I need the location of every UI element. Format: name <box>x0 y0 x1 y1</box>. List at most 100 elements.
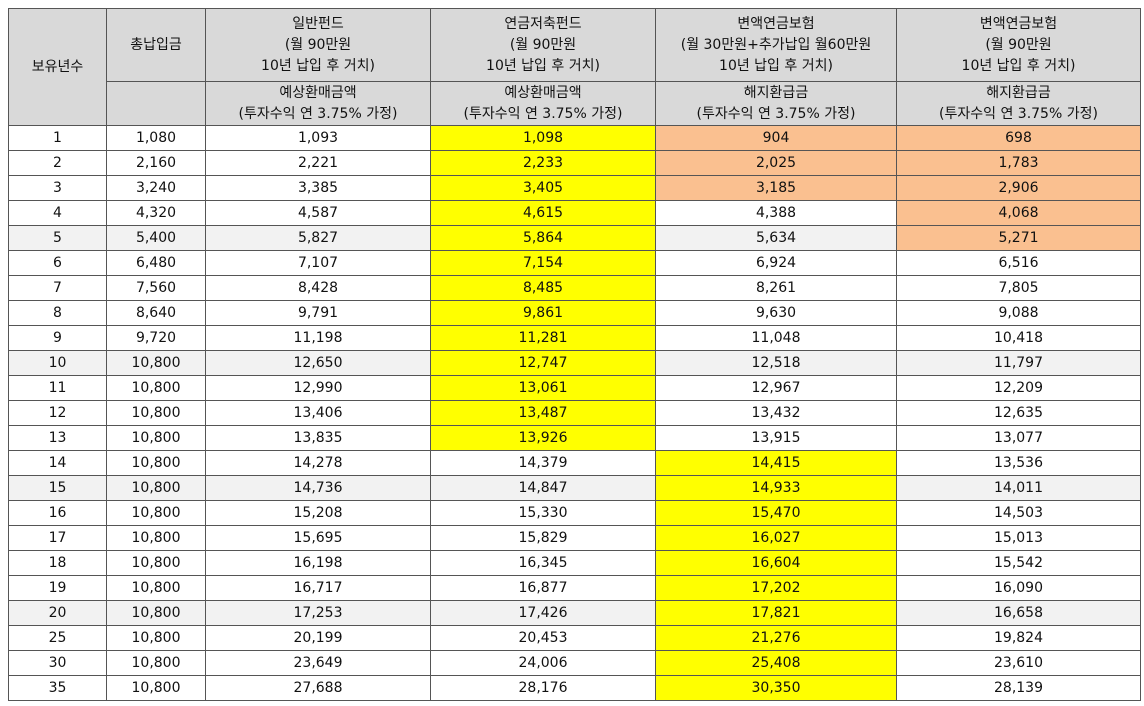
cell-years: 19 <box>8 575 107 601</box>
cell-variable-annuity-a: 6,924 <box>655 250 897 276</box>
cell-variable-annuity-a: 8,261 <box>655 275 897 301</box>
table-row: 19 10,800 16,717 16,877 17,202 16,090 <box>8 575 1141 601</box>
cell-total: 10,800 <box>106 675 206 701</box>
cell-pension-fund: 17,426 <box>430 600 656 626</box>
table-row: 15 10,800 14,736 14,847 14,933 14,011 <box>8 475 1141 501</box>
cell-years: 25 <box>8 625 107 651</box>
cell-variable-annuity-b: 5,271 <box>896 225 1141 251</box>
cell-pension-fund: 7,154 <box>430 250 656 276</box>
cell-total: 10,800 <box>106 625 206 651</box>
cell-pension-fund: 1,098 <box>430 125 656 151</box>
cell-fund: 16,198 <box>205 550 431 576</box>
subheader-variable-annuity-a: 해지환급금 (투자수익 연 3.75% 가정) <box>655 81 897 126</box>
cell-variable-annuity-b: 12,209 <box>896 375 1141 401</box>
table-row: 8 8,640 9,791 9,861 9,630 9,088 <box>8 300 1141 326</box>
table-row: 5 5,400 5,827 5,864 5,634 5,271 <box>8 225 1141 251</box>
cell-variable-annuity-b: 28,139 <box>896 675 1141 701</box>
cell-pension-fund: 13,487 <box>430 400 656 426</box>
cell-variable-annuity-b: 23,610 <box>896 650 1141 676</box>
table-body: 1 1,080 1,093 1,098 904 698 2 2,160 2,221 2,233 2,… <box>8 125 1141 701</box>
cell-years: 12 <box>8 400 107 426</box>
cell-variable-annuity-a: 16,027 <box>655 525 897 551</box>
cell-variable-annuity-b: 13,077 <box>896 425 1141 451</box>
cell-total: 4,320 <box>106 200 206 226</box>
table-row: 3 3,240 3,385 3,405 3,185 2,906 <box>8 175 1141 201</box>
cell-years: 30 <box>8 650 107 676</box>
cell-variable-annuity-a: 13,432 <box>655 400 897 426</box>
cell-pension-fund: 3,405 <box>430 175 656 201</box>
cell-fund: 27,688 <box>205 675 431 701</box>
table-row: 12 10,800 13,406 13,487 13,432 12,635 <box>8 400 1141 426</box>
cell-variable-annuity-a: 14,415 <box>655 450 897 476</box>
cell-years: 8 <box>8 300 107 326</box>
cell-pension-fund: 28,176 <box>430 675 656 701</box>
cell-variable-annuity-a: 13,915 <box>655 425 897 451</box>
cell-years: 13 <box>8 425 107 451</box>
cell-total: 10,800 <box>106 400 206 426</box>
header-pension-fund: 연금저축펀드 (월 90만원 10년 납입 후 거치) <box>430 8 656 82</box>
cell-pension-fund: 9,861 <box>430 300 656 326</box>
cell-variable-annuity-a: 21,276 <box>655 625 897 651</box>
cell-fund: 14,278 <box>205 450 431 476</box>
subheader-pension-fund: 예상환매금액 (투자수익 연 3.75% 가정) <box>430 81 656 126</box>
table-row: 14 10,800 14,278 14,379 14,415 13,536 <box>8 450 1141 476</box>
cell-fund: 12,650 <box>205 350 431 376</box>
cell-variable-annuity-a: 15,470 <box>655 500 897 526</box>
cell-variable-annuity-a: 12,967 <box>655 375 897 401</box>
cell-variable-annuity-a: 30,350 <box>655 675 897 701</box>
cell-years: 6 <box>8 250 107 276</box>
cell-fund: 2,221 <box>205 150 431 176</box>
cell-pension-fund: 5,864 <box>430 225 656 251</box>
table-row: 35 10,800 27,688 28,176 30,350 28,139 <box>8 675 1141 701</box>
cell-variable-annuity-b: 12,635 <box>896 400 1141 426</box>
cell-pension-fund: 13,061 <box>430 375 656 401</box>
cell-variable-annuity-a: 14,933 <box>655 475 897 501</box>
cell-fund: 9,791 <box>205 300 431 326</box>
table-row: 16 10,800 15,208 15,330 15,470 14,503 <box>8 500 1141 526</box>
cell-variable-annuity-a: 11,048 <box>655 325 897 351</box>
cell-years: 10 <box>8 350 107 376</box>
cell-years: 3 <box>8 175 107 201</box>
cell-variable-annuity-a: 904 <box>655 125 897 151</box>
cell-variable-annuity-b: 16,658 <box>896 600 1141 626</box>
cell-years: 14 <box>8 450 107 476</box>
header-total: 총납입금 <box>106 8 206 82</box>
cell-fund: 1,093 <box>205 125 431 151</box>
cell-years: 5 <box>8 225 107 251</box>
cell-pension-fund: 20,453 <box>430 625 656 651</box>
table-row: 30 10,800 23,649 24,006 25,408 23,610 <box>8 650 1141 676</box>
cell-pension-fund: 15,330 <box>430 500 656 526</box>
cell-fund: 23,649 <box>205 650 431 676</box>
cell-years: 7 <box>8 275 107 301</box>
cell-variable-annuity-b: 14,503 <box>896 500 1141 526</box>
cell-variable-annuity-b: 4,068 <box>896 200 1141 226</box>
cell-fund: 13,406 <box>205 400 431 426</box>
cell-years: 2 <box>8 150 107 176</box>
cell-total: 5,400 <box>106 225 206 251</box>
cell-variable-annuity-b: 14,011 <box>896 475 1141 501</box>
cell-variable-annuity-a: 17,821 <box>655 600 897 626</box>
cell-variable-annuity-a: 2,025 <box>655 150 897 176</box>
cell-fund: 16,717 <box>205 575 431 601</box>
cell-variable-annuity-b: 9,088 <box>896 300 1141 326</box>
cell-years: 18 <box>8 550 107 576</box>
table-row: 4 4,320 4,587 4,615 4,388 4,068 <box>8 200 1141 226</box>
cell-variable-annuity-b: 6,516 <box>896 250 1141 276</box>
table-row: 25 10,800 20,199 20,453 21,276 19,824 <box>8 625 1141 651</box>
cell-years: 35 <box>8 675 107 701</box>
cell-variable-annuity-a: 12,518 <box>655 350 897 376</box>
subheader-fund: 예상환매금액 (투자수익 연 3.75% 가정) <box>205 81 431 126</box>
cell-variable-annuity-b: 13,536 <box>896 450 1141 476</box>
cell-pension-fund: 14,847 <box>430 475 656 501</box>
cell-total: 10,800 <box>106 575 206 601</box>
cell-total: 9,720 <box>106 325 206 351</box>
header-fund: 일반펀드 (월 90만원 10년 납입 후 거치) <box>205 8 431 82</box>
cell-variable-annuity-b: 15,013 <box>896 525 1141 551</box>
cell-pension-fund: 2,233 <box>430 150 656 176</box>
cell-variable-annuity-a: 17,202 <box>655 575 897 601</box>
cell-variable-annuity-a: 3,185 <box>655 175 897 201</box>
cell-fund: 7,107 <box>205 250 431 276</box>
table-row: 7 7,560 8,428 8,485 8,261 7,805 <box>8 275 1141 301</box>
cell-total: 10,800 <box>106 350 206 376</box>
cell-total: 10,800 <box>106 550 206 576</box>
